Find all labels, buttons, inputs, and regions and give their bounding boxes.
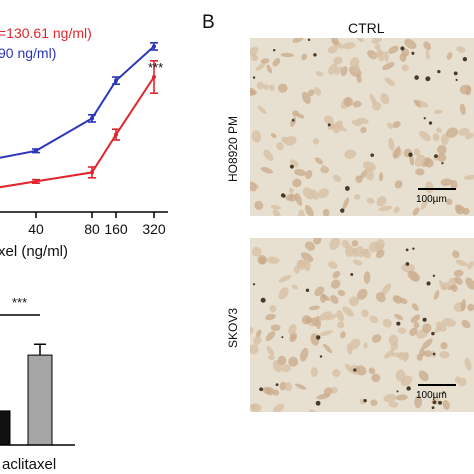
series-layer — [0, 41, 158, 189]
panel-letter-b: B — [202, 12, 215, 33]
micrograph-skov3-ctrl: 100µm — [250, 238, 474, 412]
bar-chart-plot — [0, 343, 75, 446]
micrograph-ho8920-ctrl: 100µm — [250, 38, 474, 216]
data-point — [152, 75, 156, 79]
x-axis-label: xel (ng/ml) — [0, 243, 68, 260]
x-tick-label: 40 — [28, 221, 44, 237]
x-tick-label: 80 — [84, 221, 100, 237]
scale-bar — [418, 188, 456, 190]
x-tick-label: 160 — [104, 221, 128, 237]
line-chart: =130.61 ng/ml) 90 ng/ml) *** 40 80 160 320 … — [0, 25, 168, 260]
row-label-skov3: SKOV3 — [226, 307, 240, 348]
bar-chart: *** aclitaxel — [0, 295, 75, 473]
row-label-ho8920: HO8920 PM — [226, 115, 240, 182]
legend-entry-blue: 90 ng/ml) — [0, 45, 56, 61]
series-line — [0, 45, 155, 159]
data-point — [90, 116, 94, 121]
data-point — [90, 170, 94, 175]
series-blue — [0, 41, 158, 159]
data-point — [34, 148, 38, 153]
ctrl-label: CTRL — [348, 20, 385, 36]
scale-bar — [418, 384, 456, 386]
x-tick-label: 320 — [142, 221, 166, 237]
x-tick-labels: 40 80 160 320 — [28, 221, 166, 237]
bar-significance-marker: *** — [12, 295, 27, 310]
bar-x-axis-label: aclitaxel — [2, 456, 56, 473]
bar — [0, 410, 11, 446]
scale-bar-label: 100µm — [416, 194, 447, 205]
significance-marker: *** — [148, 60, 163, 75]
scale-bar-label: 100µm — [416, 390, 447, 401]
series-red — [0, 59, 158, 189]
legend-entry-red: =130.61 ng/ml) — [0, 25, 92, 41]
series-line — [0, 76, 155, 189]
data-point — [114, 132, 118, 137]
x-tick-marks — [35, 212, 155, 218]
data-point — [114, 78, 118, 83]
bar — [27, 354, 53, 446]
data-point — [34, 179, 38, 184]
data-point — [152, 44, 156, 49]
